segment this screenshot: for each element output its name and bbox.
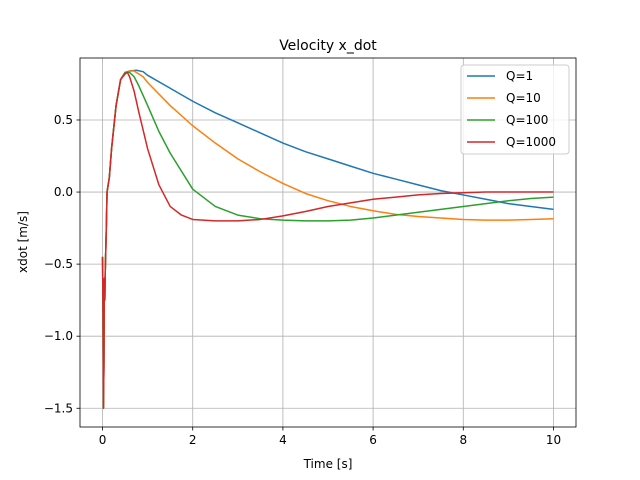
x-tick-label: 4 (279, 433, 287, 447)
y-tick-label: −0.5 (44, 257, 73, 271)
y-tick-label: −1.0 (44, 329, 73, 343)
series-lines (101, 69, 554, 410)
legend: Q=1 Q=10 Q=100 Q=1000 (460, 64, 570, 155)
legend-label: Q=100 (506, 113, 548, 127)
chart-title: Velocity x_dot (279, 38, 377, 54)
x-tick-label: 10 (546, 433, 561, 447)
y-axis-title: xdot [m/s] (16, 211, 30, 273)
x-axis-title: Time [s] (303, 457, 353, 471)
series-line-q-1000 (101, 71, 554, 410)
x-tick-label: 2 (189, 433, 197, 447)
y-tick-label: −1.5 (44, 401, 73, 415)
ticks: 0 2 4 6 8 10 −1.5 −1.0 −0.5 0.0 0.5 (44, 113, 561, 447)
legend-label: Q=10 (506, 91, 541, 105)
x-tick-label: 0 (99, 433, 107, 447)
plot-frame (79, 57, 577, 428)
x-tick-label: 8 (459, 433, 467, 447)
legend-label: Q=1000 (506, 135, 556, 149)
legend-label: Q=1 (506, 69, 533, 83)
legend-box (460, 64, 570, 155)
y-tick-label: 0.0 (54, 185, 73, 199)
y-tick-label: 0.5 (54, 113, 73, 127)
x-tick-label: 6 (369, 433, 377, 447)
